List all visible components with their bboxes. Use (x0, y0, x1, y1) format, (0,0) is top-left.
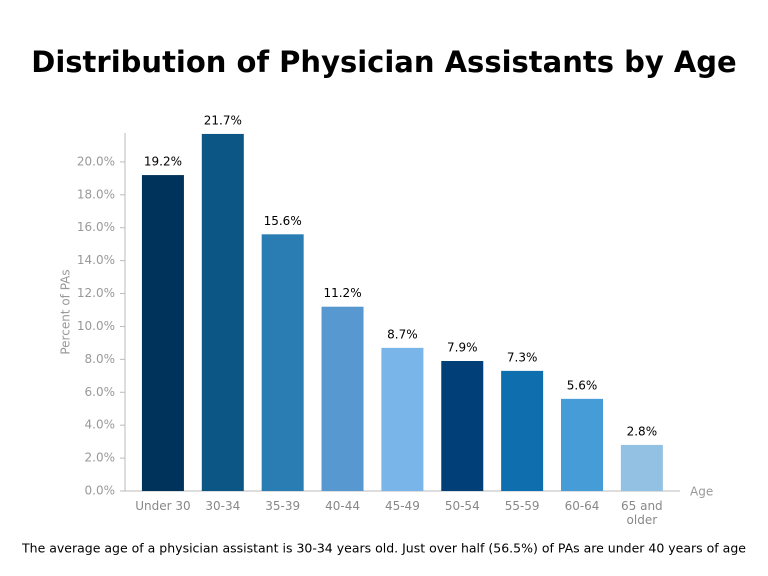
y-tick-label: 4.0% (85, 418, 116, 432)
value-label: 21.7% (204, 113, 242, 127)
y-tick-label: 0.0% (85, 484, 116, 498)
x-tick-label: 50-54 (444, 499, 480, 513)
bar (561, 398, 603, 491)
y-tick-label: 6.0% (85, 385, 116, 399)
y-tick-label: 2.0% (85, 451, 116, 465)
x-axis-title: Age (690, 485, 713, 499)
y-tick-label: 8.0% (85, 352, 116, 366)
y-tick-label: 18.0% (77, 187, 115, 201)
x-tick-label: 45-49 (384, 499, 420, 513)
bar (501, 370, 544, 491)
value-label: 19.2% (144, 155, 182, 169)
x-tick-label: 30-34 (205, 499, 241, 513)
bar (620, 444, 663, 491)
value-label: 7.3% (507, 350, 538, 364)
bar (381, 347, 424, 491)
value-label: 5.6% (567, 378, 598, 392)
x-tick-label: 35-39 (265, 499, 301, 513)
y-tick-label: 14.0% (77, 253, 115, 267)
y-tick-label: 16.0% (77, 220, 115, 234)
bar (141, 175, 184, 491)
bar (201, 133, 244, 491)
y-axis-title: Percent of PAs (59, 269, 73, 354)
y-tick-label: 20.0% (77, 154, 115, 168)
bar (261, 234, 304, 492)
y-tick-label: 12.0% (77, 286, 115, 300)
x-tick-label: Under 30 (135, 499, 191, 513)
y-tick-label: 10.0% (77, 319, 115, 333)
value-label: 2.8% (627, 424, 658, 438)
bar (441, 361, 484, 491)
bar (321, 306, 364, 491)
x-tick-label: 60-64 (564, 499, 600, 513)
value-label: 8.7% (387, 327, 418, 341)
value-label: 15.6% (264, 214, 302, 228)
value-label: 11.2% (323, 286, 361, 300)
x-tick-label: 65 and older (621, 499, 663, 527)
x-tick-label: 40-44 (325, 499, 360, 513)
x-tick-label: 55-59 (504, 499, 540, 513)
value-label: 7.9% (447, 341, 478, 355)
chart-title: Distribution of Physician Assistants by … (31, 45, 736, 79)
caption: The average age of a physician assistant… (21, 541, 746, 556)
